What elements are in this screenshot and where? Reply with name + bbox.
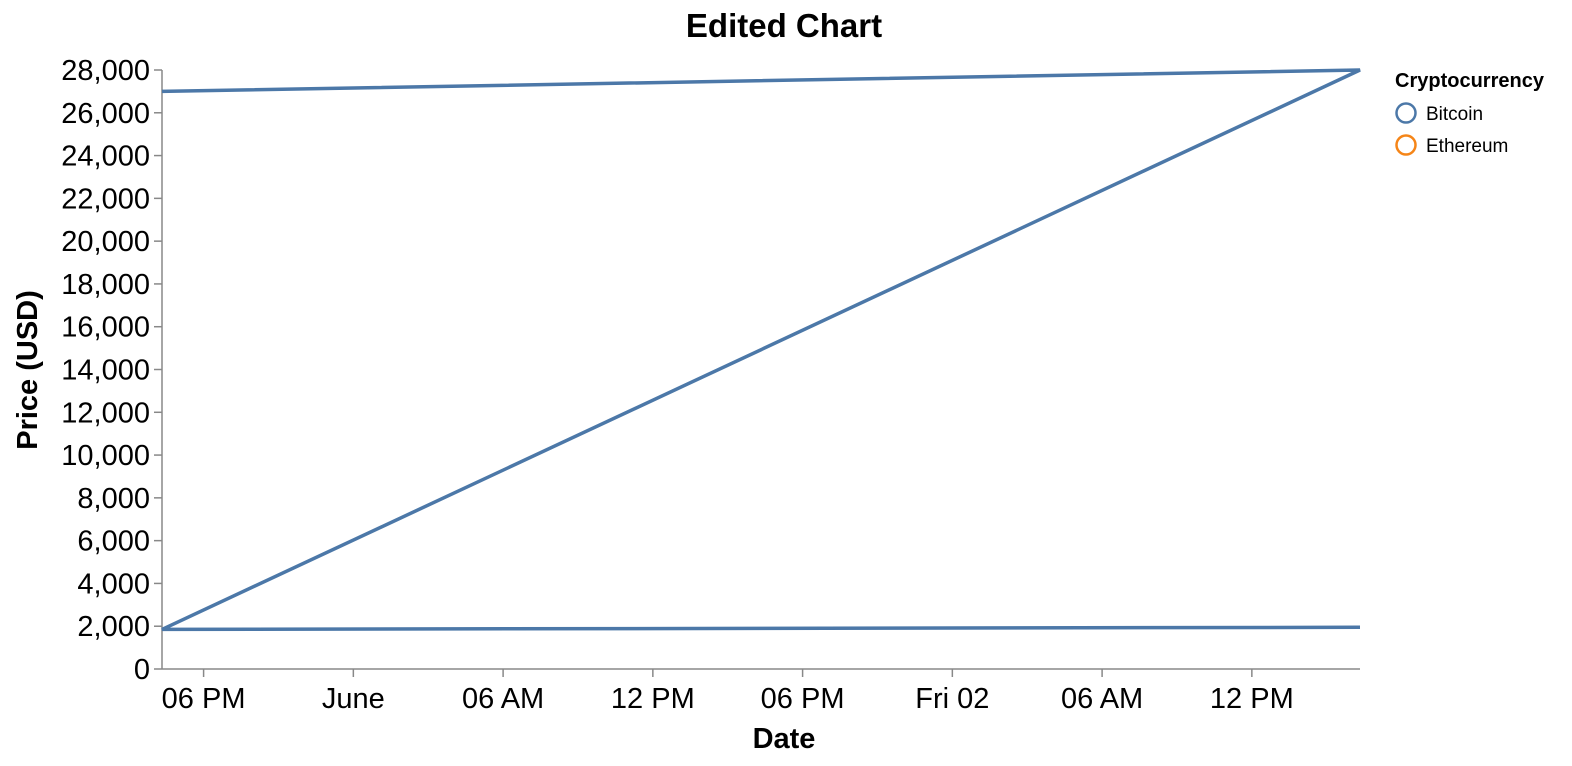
y-tick-label: 0 xyxy=(134,654,150,686)
y-tick-label: 22,000 xyxy=(61,183,150,215)
y-tick-label: 26,000 xyxy=(61,98,150,130)
legend: Cryptocurrency Bitcoin Ethereum xyxy=(1395,70,1545,157)
y-tick-label: 6,000 xyxy=(77,526,150,558)
y-tick-label: 8,000 xyxy=(77,483,150,515)
series-layer xyxy=(161,68,1361,632)
legend-title: Cryptocurrency xyxy=(1395,70,1545,92)
y-tick-label: 12,000 xyxy=(61,397,150,429)
y-tick-label: 14,000 xyxy=(61,355,150,387)
legend-symbol-ethereum xyxy=(1395,134,1417,156)
x-tick-label: 06 PM xyxy=(761,683,845,715)
y-tick-label: 10,000 xyxy=(61,440,150,472)
x-tick-label: 06 AM xyxy=(1061,683,1143,715)
legend-label-ethereum: Ethereum xyxy=(1426,136,1508,157)
x-tick-label: June xyxy=(322,683,385,715)
y-tick-label: 20,000 xyxy=(61,226,150,258)
x-axis-title: Date xyxy=(753,723,816,755)
chart-title: Edited Chart xyxy=(686,7,882,44)
y-tick-label: 2,000 xyxy=(77,611,150,643)
x-tick-label: 12 PM xyxy=(611,683,695,715)
x-tick-label: 06 AM xyxy=(462,683,544,715)
y-axis-title: Price (USD) xyxy=(12,290,44,450)
legend-symbol-bitcoin xyxy=(1395,102,1417,124)
x-tick-label: Fri 02 xyxy=(915,683,989,715)
y-tick-label: 28,000 xyxy=(61,55,150,87)
x-tick-label: 12 PM xyxy=(1210,683,1294,715)
legend-label-bitcoin: Bitcoin xyxy=(1426,104,1483,125)
y-tick-label: 24,000 xyxy=(61,141,150,173)
y-tick-label: 16,000 xyxy=(61,312,150,344)
x-axis: 06 PM June 06 AM 12 PM 06 PM Fri 02 06 AM 12 PM xyxy=(162,668,1360,715)
y-tick-label: 18,000 xyxy=(61,269,150,301)
y-axis: 0 2,000 4,000 6,000 8,000 10,000 12,000 14,000 1… xyxy=(61,55,163,686)
series-line-bitcoin xyxy=(161,68,1361,632)
y-tick-label: 4,000 xyxy=(77,568,150,600)
x-tick-label: 06 PM xyxy=(162,683,246,715)
